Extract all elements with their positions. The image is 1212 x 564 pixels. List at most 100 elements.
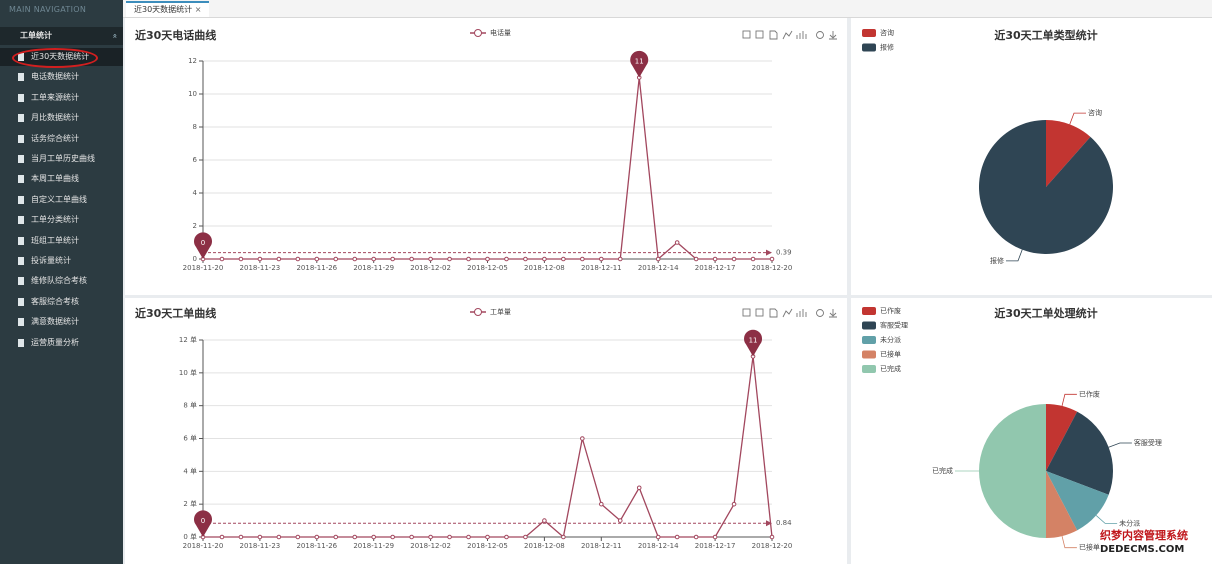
data-point	[257, 534, 263, 540]
y-tick-label: 2 单	[183, 499, 197, 508]
nav-item[interactable]: 运营质量分析	[0, 334, 123, 352]
pie-slice	[1046, 411, 1113, 495]
data-point	[769, 534, 775, 540]
data-point	[693, 534, 699, 540]
legend-swatch	[862, 307, 876, 315]
legend-icon	[474, 29, 482, 37]
y-tick-label: 12	[188, 57, 197, 65]
average-arrow	[766, 249, 772, 256]
nav-item[interactable]: 月比数据统计	[0, 109, 123, 127]
data-point	[485, 534, 490, 540]
chart-title: 近30天工单曲线	[135, 306, 216, 320]
nav-item[interactable]: 工单分类统计	[0, 211, 123, 229]
legend-swatch	[862, 29, 876, 37]
nav-header: MAIN NAVIGATION	[9, 5, 87, 14]
x-tick-label: 2018-12-05	[467, 264, 508, 272]
data-point	[409, 256, 414, 262]
chart-title: 近30天电话曲线	[135, 28, 216, 42]
average-arrow	[766, 520, 772, 527]
data-point	[447, 534, 452, 540]
nav-item[interactable]: 客服综合考核	[0, 293, 123, 311]
nav-item[interactable]: 工单来源统计	[0, 89, 123, 107]
data-point	[580, 256, 585, 262]
pie-slice	[1046, 471, 1109, 531]
x-tick-label: 2018-12-02	[410, 264, 451, 272]
nav-item[interactable]: 自定义工单曲线	[0, 191, 123, 209]
data-point	[295, 256, 301, 262]
data-point	[769, 256, 775, 262]
data-point	[276, 256, 282, 262]
x-tick-label: 2018-11-20	[183, 542, 224, 550]
data-point	[750, 256, 756, 262]
label-line	[1108, 442, 1132, 448]
data-point	[599, 501, 604, 507]
tab-bar: 近30天数据统计	[123, 0, 1212, 18]
data-point	[674, 240, 680, 245]
data-point	[617, 256, 623, 262]
nav-item[interactable]: 投诉量统计	[0, 252, 123, 270]
data-point	[447, 256, 452, 262]
slice-label: 已作废	[1079, 389, 1100, 398]
x-tick-label: 2018-11-29	[353, 264, 394, 272]
nav-item[interactable]: 电话数据统计	[0, 68, 123, 86]
data-point	[295, 534, 301, 540]
pie-slice	[1046, 471, 1078, 538]
data-point	[333, 256, 339, 262]
mark-pin-label: 11	[749, 336, 758, 344]
x-tick-label: 2018-12-05	[467, 542, 508, 550]
nav-item[interactable]: 维修队综合考核	[0, 272, 123, 290]
legend-swatch	[862, 365, 876, 373]
data-point	[333, 534, 339, 540]
y-tick-label: 0	[193, 255, 197, 263]
data-point	[390, 534, 395, 540]
nav-item[interactable]: 近30天数据统计	[0, 48, 123, 68]
panel	[125, 18, 847, 295]
nav-item[interactable]: 本周工单曲线	[0, 170, 123, 188]
nav-item[interactable]: 话务综合统计	[0, 130, 123, 148]
x-tick-label: 2018-12-11	[581, 264, 622, 272]
x-tick-label: 2018-12-08	[524, 542, 565, 550]
data-point	[485, 256, 490, 262]
data-point	[428, 256, 433, 262]
mark-pin-label: 11	[635, 58, 644, 66]
x-tick-label: 2018-11-23	[240, 542, 281, 550]
nav-group[interactable]: 工单统计	[0, 27, 123, 45]
data-point	[371, 256, 377, 262]
data-point	[561, 534, 566, 540]
mark-pin	[744, 329, 763, 357]
x-tick-label: 2018-12-14	[638, 264, 679, 272]
label-line	[1005, 249, 1023, 262]
mark-pin-label: 0	[201, 517, 205, 525]
data-point	[466, 534, 471, 540]
label-line	[1095, 515, 1118, 524]
data-point	[314, 256, 320, 262]
x-tick-label: 2018-12-17	[695, 264, 736, 272]
data-point	[238, 256, 244, 262]
data-point	[409, 534, 414, 540]
tab[interactable]: 近30天数据统计	[126, 1, 210, 17]
data-point	[542, 256, 547, 262]
legend-swatch	[862, 350, 876, 359]
data-point	[257, 256, 263, 262]
data-point	[674, 534, 680, 540]
x-tick-label: 2018-12-20	[752, 542, 793, 550]
data-point	[428, 534, 433, 540]
mark-pin	[194, 510, 213, 537]
data-point	[504, 534, 509, 540]
mark-pin	[194, 232, 213, 259]
legend-label: 已接单	[880, 350, 901, 359]
nav-item[interactable]: 当月工单历史曲线	[0, 150, 123, 168]
nav-item[interactable]: 满意数据统计	[0, 313, 123, 331]
data-point	[561, 256, 566, 262]
data-point	[712, 256, 718, 262]
data-point	[219, 256, 225, 262]
sidebar: MAIN NAVIGATION 工单统计 近30天数据统计电话数据统计工单来源统…	[0, 0, 123, 564]
nav-item[interactable]: 班组工单统计	[0, 232, 123, 250]
panel	[125, 298, 847, 564]
x-tick-label: 2018-11-26	[296, 264, 337, 272]
x-tick-label: 2018-12-11	[581, 542, 622, 550]
data-point	[542, 518, 547, 523]
label-line	[1069, 112, 1087, 125]
